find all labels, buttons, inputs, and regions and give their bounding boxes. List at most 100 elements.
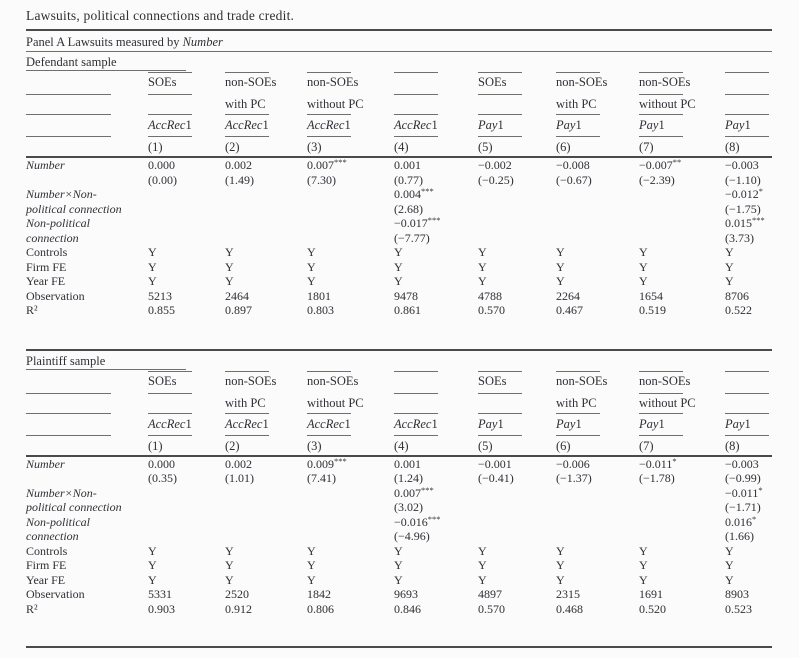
top-rule bbox=[26, 29, 772, 31]
group-label-line2: with PC bbox=[556, 395, 597, 410]
value-cell: −0.011* bbox=[725, 484, 763, 500]
value-cell: Y bbox=[556, 259, 565, 274]
measure-label: AccRec1 bbox=[148, 414, 225, 434]
body-grid-plaintiff: Number 0.000 0.002 0.009*** 0.001 −0.001 −0.00… bbox=[26, 455, 772, 617]
row-label: political connection bbox=[26, 500, 122, 514]
value-cell: 0.467 bbox=[556, 303, 583, 317]
measure-top-rule bbox=[307, 412, 351, 414]
value-cell: 0.009*** bbox=[307, 455, 347, 471]
measure-bottom-rule bbox=[307, 434, 351, 436]
value-cell: Y bbox=[639, 558, 648, 572]
column-top-rule bbox=[307, 370, 351, 372]
value-cell: Y bbox=[148, 259, 157, 274]
group-label-line1: non-SOEs bbox=[307, 75, 359, 89]
value-cell: 5213 bbox=[148, 288, 172, 303]
row-label: R² bbox=[26, 303, 38, 317]
significance-stars: * bbox=[758, 484, 763, 495]
value-cell: Y bbox=[394, 274, 403, 288]
measure-label-roman: 1 bbox=[744, 118, 751, 132]
significance-stars: *** bbox=[752, 215, 765, 225]
measure-label: Pay1 bbox=[556, 414, 639, 434]
value-cell: Y bbox=[478, 572, 487, 587]
value-cell: Y bbox=[725, 558, 734, 572]
measure-label-roman: 1 bbox=[431, 416, 438, 431]
column-top-rule bbox=[478, 72, 522, 73]
value-cell: Y bbox=[225, 543, 234, 558]
measure-label: AccRec1 bbox=[225, 115, 307, 135]
measure-top-rule bbox=[394, 114, 438, 115]
measure-bottom-rule bbox=[478, 136, 522, 137]
value-cell: Y bbox=[556, 274, 565, 288]
measure-label-italic: Pay bbox=[556, 118, 576, 132]
value-cell: Y bbox=[307, 558, 316, 572]
significance-stars: *** bbox=[421, 484, 434, 495]
value-cell: Y bbox=[725, 572, 734, 587]
measure-label-italic: Pay bbox=[639, 118, 659, 132]
measure-label: AccRec1 bbox=[394, 115, 478, 135]
group-label-line1: non-SOEs bbox=[639, 373, 691, 388]
value-cell: 2520 bbox=[225, 587, 249, 601]
column-number: (8) bbox=[725, 438, 740, 453]
group-mid-rule bbox=[725, 94, 769, 95]
value-cell: (3.02) bbox=[394, 500, 423, 514]
measure-label-italic: Pay bbox=[478, 118, 498, 132]
measure-label: Pay1 bbox=[725, 115, 772, 135]
row-label: connection bbox=[26, 230, 79, 245]
column-top-rule bbox=[556, 72, 600, 73]
panel-rule bbox=[26, 51, 772, 52]
value-cell: 8903 bbox=[725, 587, 749, 601]
panel-a-label-text: Panel A Lawsuits measured by bbox=[26, 35, 183, 49]
table-title: Lawsuits, political connections and trad… bbox=[26, 8, 295, 23]
value-cell: 1654 bbox=[639, 288, 663, 303]
measure-label-italic: Pay bbox=[556, 416, 576, 431]
value-cell: Y bbox=[725, 543, 734, 558]
stub-rule bbox=[26, 94, 111, 95]
stub-rule bbox=[26, 434, 111, 436]
significance-stars: *** bbox=[427, 513, 441, 524]
value-cell: 0.520 bbox=[639, 601, 666, 616]
group-label-line1: non-SOEs bbox=[307, 373, 359, 388]
value-cell: 9478 bbox=[394, 288, 418, 303]
value-cell: Y bbox=[225, 259, 234, 274]
measure-label-italic: Pay bbox=[639, 416, 659, 431]
measure-label-italic: AccRec bbox=[148, 118, 186, 132]
group-label-line1: SOEs bbox=[478, 373, 507, 388]
group-mid-rule bbox=[639, 392, 683, 394]
column-number: (3) bbox=[307, 438, 322, 453]
value-cell: 2464 bbox=[225, 288, 249, 303]
measure-bottom-rule bbox=[394, 434, 438, 436]
value-cell: 1842 bbox=[307, 587, 331, 601]
row-label: Year FE bbox=[26, 274, 66, 288]
value-cell: Y bbox=[307, 259, 316, 274]
value-cell: (1.66) bbox=[725, 529, 754, 543]
value-cell: 0.806 bbox=[307, 601, 334, 616]
row-label: Number bbox=[26, 158, 65, 172]
measure-top-rule bbox=[148, 114, 192, 115]
column-top-rule bbox=[394, 370, 438, 372]
measure-label-italic: Pay bbox=[725, 118, 745, 132]
stub-rule bbox=[26, 136, 111, 137]
group-mid-rule bbox=[725, 392, 769, 394]
value-cell: −0.003 bbox=[725, 456, 759, 471]
row-label: political connection bbox=[26, 201, 122, 216]
significance-stars: *** bbox=[334, 157, 347, 167]
measure-bottom-rule bbox=[225, 434, 269, 436]
column-number: (3) bbox=[307, 140, 322, 154]
measure-label: AccRec1 bbox=[394, 414, 478, 434]
value-cell: (2.68) bbox=[394, 201, 423, 216]
group-mid-rule bbox=[478, 392, 522, 394]
group-mid-rule bbox=[394, 392, 438, 394]
panel-a-label: Panel A Lawsuits measured by Number bbox=[26, 35, 772, 49]
measure-top-rule bbox=[556, 114, 600, 115]
value-cell: Y bbox=[307, 572, 316, 587]
value-cell: 0.000 bbox=[148, 158, 175, 172]
value-cell: Y bbox=[725, 245, 734, 259]
stub-rule bbox=[26, 392, 111, 394]
measure-label-roman: 1 bbox=[262, 416, 269, 431]
measure-label-italic: AccRec bbox=[225, 118, 263, 132]
sample-label-plaintiff: Plaintiff sample bbox=[26, 354, 186, 370]
column-top-rule bbox=[639, 72, 683, 73]
measure-label-italic: AccRec bbox=[307, 118, 345, 132]
value-cell: −0.011* bbox=[639, 455, 677, 471]
value-cell: −0.003 bbox=[725, 158, 759, 172]
